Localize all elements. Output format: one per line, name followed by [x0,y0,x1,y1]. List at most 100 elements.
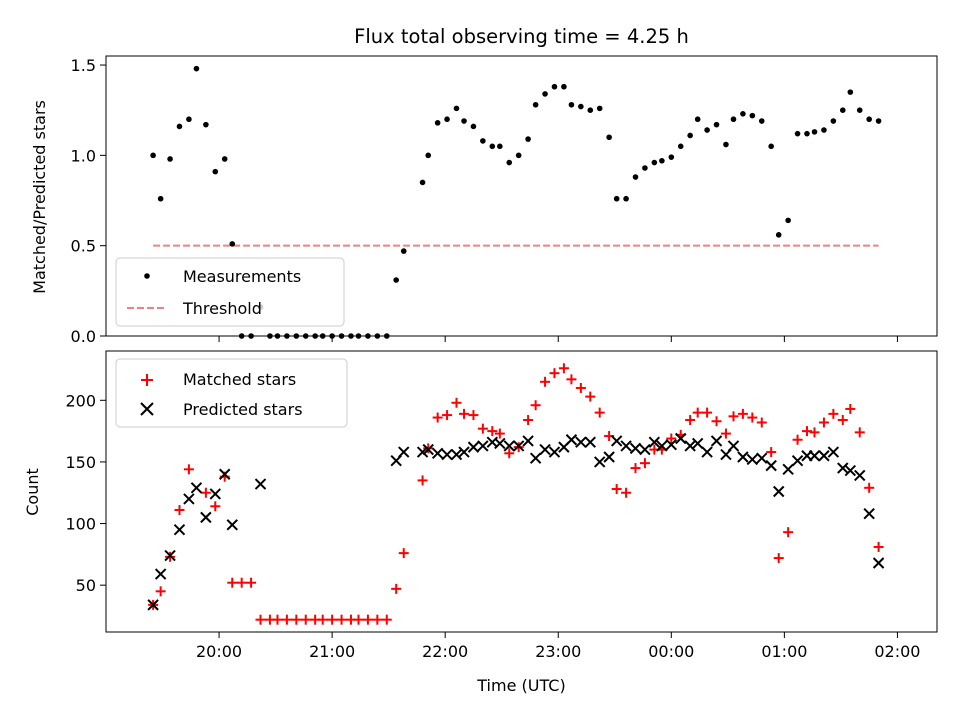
measurement-point [587,107,594,113]
measurement-point [525,136,531,142]
matched-star-point [317,614,328,625]
matched-star-point [728,411,739,422]
measurement-point [623,195,629,202]
top-legend-box [115,257,345,327]
measurement-point [758,118,765,124]
predicted-star-point [808,450,821,462]
bottom-ytick-label: 200 [65,391,96,410]
predicted-star-point [854,469,866,482]
matched-star-point [773,553,784,564]
top-legend: Measurements Threshold [115,257,345,327]
matched-star-point [236,577,247,588]
predicted-star-point [503,440,515,452]
predicted-star-point [818,450,830,462]
predicted-star-point [575,436,587,448]
predicted-star-point [422,443,434,456]
predicted-star-point [200,511,212,524]
predicted-star-point [190,482,203,494]
measurement-point [847,89,854,95]
measurement-point [687,132,693,139]
predicted-star-point [450,448,463,461]
measurement-point [461,118,467,124]
matched-star-point [854,427,865,438]
measurement-point [668,154,675,160]
matched-star-point [398,548,409,559]
bottom-xtick-label: 21:00 [309,642,355,661]
matched-star-point [766,447,777,458]
predicted-star-point [565,434,578,446]
matched-star-point [873,541,884,552]
measurement-point [193,65,200,72]
predicted-star-point [164,549,176,562]
measurement-point [794,130,801,137]
measurement-point [542,91,548,97]
predicted-star-point [610,435,623,447]
measurement-point [866,116,872,123]
bottom-legend: Matched stars Predicted stars [115,358,348,428]
matched-star-point [809,427,820,438]
predicted-star-point [512,440,525,452]
measurement-point [856,107,863,113]
measurement-point [730,116,737,123]
predicted-star-point [226,519,238,531]
top-ytick-label: 1.5 [71,56,96,75]
legend-matched-marker [141,374,153,386]
measurement-point [578,103,584,110]
predicted-star-point [648,436,661,448]
predicted-star-point [701,446,713,458]
top-ytick-label: 1.0 [71,146,96,165]
matched-star-point [549,368,560,379]
matched-star-point [353,614,364,625]
matched-star-point [246,577,257,588]
predicted-star-point [691,437,704,450]
bottom-plot-frame [105,350,938,633]
predicted-star-point [656,440,668,452]
predicted-star-point [844,464,857,477]
legend-measurements-marker [144,273,150,279]
matched-star-point [336,614,347,625]
top-panel: 0.0 0.5 1.0 1.5 [71,55,938,346]
predicted-star-point [494,437,506,450]
matched-star-point [494,428,505,439]
top-plot-frame [105,55,938,337]
matched-star-point [540,376,551,387]
matched-star-point [611,484,622,495]
predicted-star-point [183,493,195,505]
measurement-point [400,248,407,254]
matched-star-point [558,363,569,374]
matched-star-point [291,614,302,625]
bottom-xtick-label: 02:00 [874,642,920,661]
matched-star-point [200,487,211,498]
predicted-star-point [219,468,231,480]
matched-star-point [737,408,748,419]
predicted-star-point [675,432,687,445]
measurement-point [167,156,173,162]
measurement-point [775,232,782,238]
predicted-star-point [684,440,696,452]
measurement-point [393,277,399,283]
matched-star-point [183,464,194,475]
bottom-ytick-label: 50 [76,576,96,595]
measurement-point [740,111,746,117]
matched-star-point [864,482,875,493]
predicted-star-point [467,441,480,453]
predicted-star-point [791,454,804,467]
measurement-point [651,159,658,166]
predicted-star-point [782,463,794,476]
measurement-point [723,141,729,148]
matched-star-point [621,487,632,498]
predicted-star-point [477,440,489,452]
measurement-point [444,116,450,123]
matched-star-point [685,415,696,426]
matched-star-point [227,577,238,588]
measurement-point [186,116,192,123]
matched-star-point [327,614,338,625]
top-ytick-label: 0.0 [71,327,96,346]
predicted-star-point [548,446,561,458]
predicted-star-point [710,435,723,447]
matched-star-point [300,614,311,625]
measurement-point [551,83,558,90]
matched-star-point [451,397,462,408]
predicted-star-point [863,507,875,520]
measurement-point [811,129,818,135]
